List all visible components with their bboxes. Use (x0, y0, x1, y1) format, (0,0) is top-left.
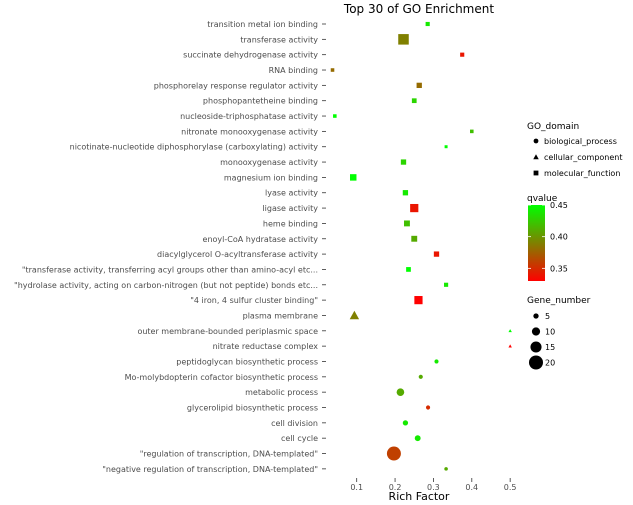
legend-size-label: 5 (545, 312, 550, 321)
x-tick-label: 0.2 (389, 483, 402, 492)
data-point (330, 68, 335, 72)
y-tick-label: outer membrane-bounded periplasmic space (137, 327, 318, 336)
y-tick-label: enoyl-CoA hydratase activity (203, 235, 319, 244)
y-axis: transition metal ion binding transferase … (14, 20, 326, 474)
y-tick-label: heme binding (263, 219, 318, 228)
data-point (508, 329, 512, 333)
data-point (400, 159, 407, 165)
y-tick-label: "regulation of transcription, DNA-templa… (140, 450, 318, 459)
data-point (433, 251, 440, 257)
y-tick-label: RNA binding (269, 66, 318, 75)
data-point (350, 174, 357, 181)
data-point (414, 435, 421, 442)
legend-qvalue: qvalue 0.45 0.40 0.35 (527, 194, 568, 281)
legend-shape-square-icon (533, 170, 539, 176)
legend-size-icon (533, 313, 539, 319)
legend-shape-label: biological_process (544, 137, 617, 146)
data-point (470, 129, 474, 134)
y-tick-label: nitrate reductase complex (213, 342, 319, 351)
colorbar-tick-label: 0.45 (550, 201, 568, 210)
y-tick-label: "hydrolase activity, acting on carbon-ni… (14, 281, 318, 290)
data-point (444, 282, 449, 287)
data-point (402, 190, 409, 196)
qvalue-colorbar (528, 205, 545, 281)
plot-panel (326, 16, 514, 478)
data-point (425, 405, 431, 410)
data-point (411, 98, 417, 104)
y-tick-label: "transferase activity, transferring acyl… (22, 265, 318, 274)
data-point (333, 114, 337, 118)
y-tick-label: "4 iron, 4 sulfur cluster binding" (190, 296, 318, 305)
y-tick-label: lyase activity (265, 189, 318, 198)
y-tick-label: cell cycle (281, 434, 318, 443)
y-tick-label: metabolic process (245, 388, 318, 397)
y-tick-label: ligase activity (262, 204, 318, 213)
data-point (386, 446, 401, 461)
data-point (411, 235, 418, 242)
data-point (508, 344, 512, 348)
y-tick-label: transferase activity (240, 35, 318, 44)
legend-size-icon (529, 355, 543, 370)
x-axis-label: Rich Factor (389, 490, 450, 503)
data-point (410, 203, 419, 213)
y-tick-label: monooxygenase activity (220, 158, 318, 167)
legend-shape-triangle-icon (533, 154, 539, 160)
chart-title: Top 30 of GO Enrichment (343, 2, 494, 16)
legend-gene-number-title: Gene_number (527, 296, 591, 306)
x-tick-label: 0.3 (427, 483, 440, 492)
y-tick-label: phosphorelay response regulator activity (154, 81, 318, 90)
x-tick-label: 0.1 (350, 483, 363, 492)
data-point (349, 310, 360, 320)
y-tick-label: Mo-molybdopterin cofactor biosynthetic p… (125, 373, 318, 382)
data-point (402, 420, 409, 426)
y-tick-label: transition metal ion binding (207, 20, 318, 29)
data-point (444, 145, 448, 149)
x-tick-label: 0.4 (465, 483, 478, 492)
legend-go-domain: GO_domain biological_process cellular_com… (527, 122, 623, 178)
y-tick-label: cell division (271, 419, 318, 428)
legend-size-label: 15 (545, 343, 555, 352)
y-tick-label: succinate dehydrogenase activity (183, 51, 318, 60)
legend-size-icon (531, 327, 541, 336)
data-points (330, 21, 512, 471)
y-tick-label: phosphopantetheine binding (203, 97, 318, 106)
data-point (434, 359, 439, 364)
data-point (425, 21, 430, 27)
y-tick-label: nicotinate-nucleotide diphosphorylase (c… (70, 143, 319, 152)
plot-background (326, 16, 514, 478)
x-tick-label: 0.5 (504, 483, 517, 492)
colorbar-tick-label: 0.40 (550, 233, 568, 242)
data-point (398, 34, 409, 45)
data-point (414, 296, 423, 305)
y-tick-label: "negative regulation of transcription, D… (102, 465, 318, 474)
legend-size-label: 10 (545, 328, 555, 337)
x-axis: 0.1 0.2 0.3 0.4 0.5 (350, 478, 517, 492)
y-tick-label: nitronate monooxygenase activity (181, 127, 318, 136)
legend-shape-circle-icon (533, 138, 539, 144)
data-point (418, 374, 423, 379)
colorbar-tick-label: 0.35 (550, 264, 568, 273)
data-point (460, 52, 465, 57)
data-point (416, 82, 422, 89)
legend-go-domain-title: GO_domain (527, 122, 579, 132)
data-point (406, 267, 411, 272)
legend-qvalue-title: qvalue (527, 194, 558, 204)
legend-size-label: 20 (545, 359, 555, 368)
data-point (396, 388, 405, 396)
y-tick-label: glycerolipid biosynthetic process (187, 404, 318, 413)
y-tick-label: magnesium ion binding (224, 173, 318, 182)
legend-shape-label: cellular_component (544, 153, 623, 162)
data-point (404, 220, 410, 227)
legend-shape-label: molecular_function (544, 169, 620, 178)
y-tick-label: peptidoglycan biosynthetic process (176, 357, 318, 366)
legend-size-icon (530, 341, 542, 353)
y-tick-label: diacylglycerol O-acyltransferase activit… (157, 250, 318, 259)
data-point (444, 467, 448, 471)
y-tick-label: plasma membrane (243, 311, 318, 320)
y-tick-label: nucleoside-triphosphatase activity (180, 112, 318, 121)
legend-gene-number: Gene_number 5 10 15 20 (527, 296, 591, 370)
